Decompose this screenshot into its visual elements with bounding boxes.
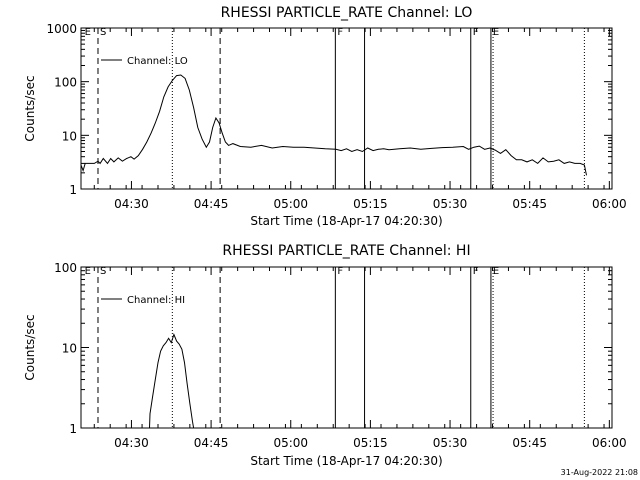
chart-title: RHESSI PARTICLE_RATE Channel: LO (221, 5, 473, 21)
event-marker-label: E (493, 266, 499, 277)
series-line (81, 74, 587, 176)
y-axis-label: Counts/sec (23, 75, 37, 141)
event-marker-label: F (473, 27, 479, 38)
x-tick-label: 04:30 (114, 436, 149, 450)
x-tick-label: 05:45 (512, 197, 547, 211)
y-tick-label: 10 (62, 129, 77, 143)
x-tick-label: 04:45 (194, 197, 229, 211)
panel-lo: RHESSI PARTICLE_RATE Channel: LO 1 10 100 10… (23, 5, 627, 228)
event-marker-label: F (337, 266, 343, 277)
x-tick-label: 06:00 (592, 197, 627, 211)
event-marker-label: S (100, 27, 106, 38)
x-tick-label: 05:15 (353, 436, 388, 450)
event-marker-label: E (493, 27, 499, 38)
x-tick-label: 05:15 (353, 197, 388, 211)
plot-frame (80, 27, 613, 190)
x-tick-label: 05:30 (433, 436, 468, 450)
legend-label: Channel: LO (127, 56, 188, 67)
y-tick-label: 1 (69, 422, 77, 436)
chart-title: RHESSI PARTICLE_RATE Channel: HI (222, 243, 470, 259)
x-tick-label: 04:30 (114, 197, 149, 211)
y-tick-label: 1 (69, 183, 77, 197)
plot-frame (80, 266, 613, 429)
y-tick-label: 10 (62, 342, 77, 356)
x-tick-label: 05:30 (433, 197, 468, 211)
x-axis-label: Start Time (18-Apr-17 04:20:30) (250, 454, 442, 468)
x-axis-label: Start Time (18-Apr-17 04:20:30) (250, 214, 442, 228)
x-tick-label: 04:45 (194, 436, 229, 450)
y-axis-label: Counts/sec (23, 314, 37, 380)
x-tick-label: 06:00 (592, 436, 627, 450)
series-line (149, 333, 195, 428)
x-tick-label: 05:00 (273, 436, 308, 450)
y-tick-label: 100 (54, 261, 77, 275)
y-tick-label: 1000 (46, 22, 77, 36)
y-tick-label: 100 (54, 76, 77, 90)
x-tick-label: 05:00 (273, 197, 308, 211)
legend-label: Channel: HI (127, 295, 185, 306)
panel-hi: RHESSI PARTICLE_RATE Channel: HI 1 10 100 04… (23, 243, 627, 468)
footer-timestamp: 31-Aug-2022 21:08 (561, 468, 638, 477)
x-tick-label: 05:45 (512, 436, 547, 450)
event-marker-label: F (473, 266, 479, 277)
event-marker-label: E (85, 266, 91, 277)
event-marker-label: S (100, 266, 106, 277)
event-marker-label: E (85, 27, 91, 38)
event-marker-label: F (337, 27, 343, 38)
